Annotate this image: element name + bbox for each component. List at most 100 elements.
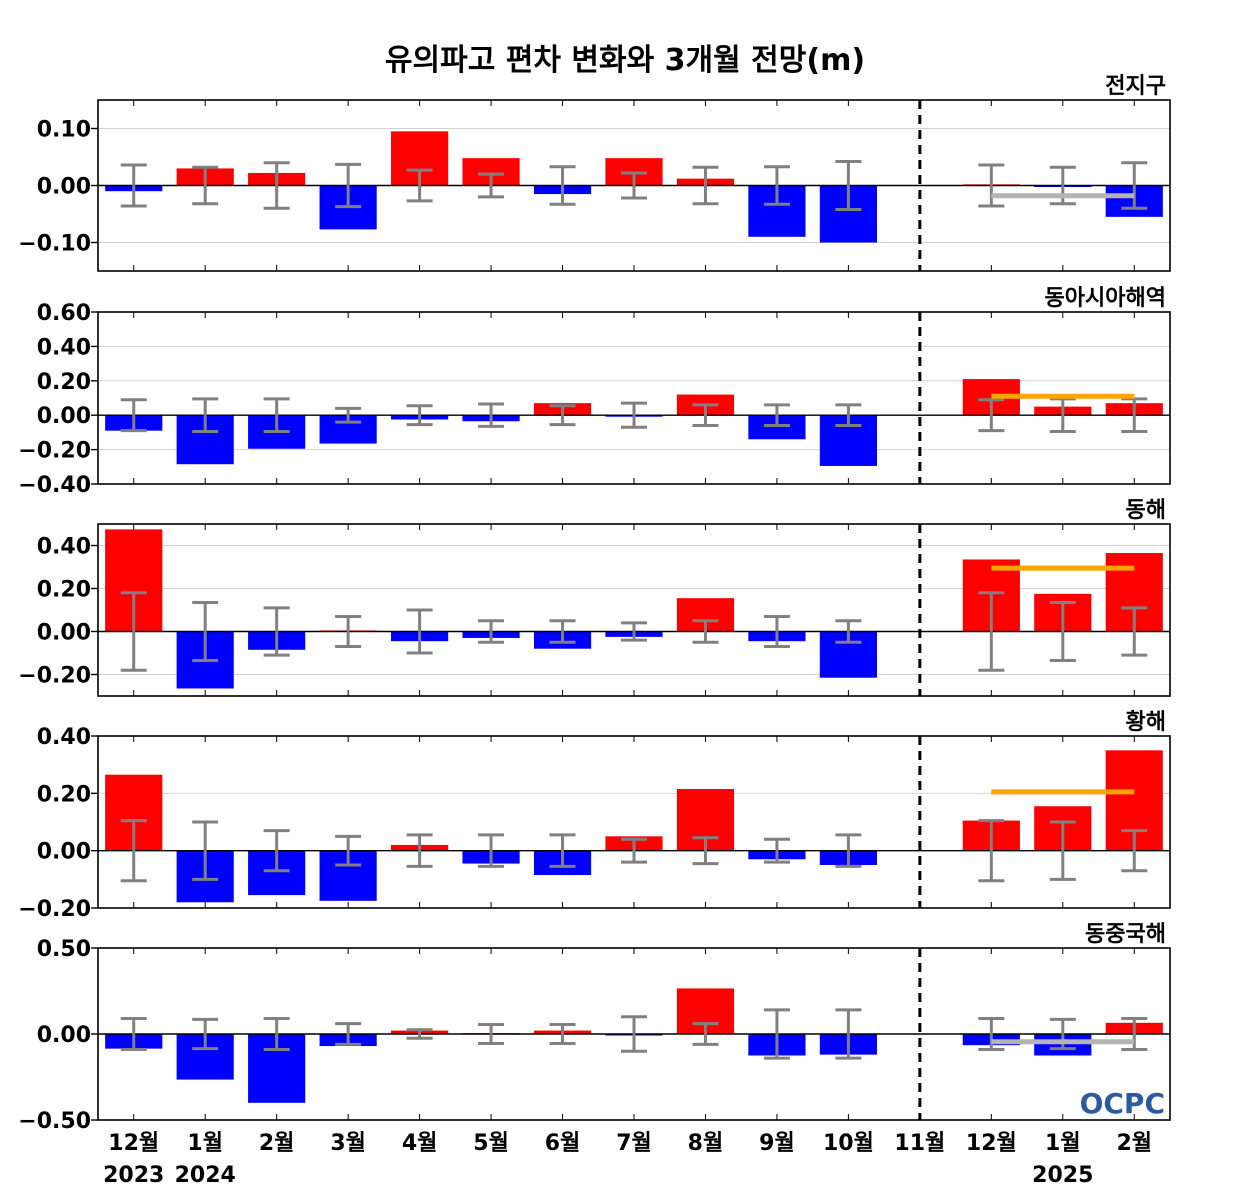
error-bar bbox=[335, 1022, 362, 1046]
error-bar bbox=[978, 1017, 1005, 1051]
y-tick-label: 0.10 bbox=[37, 118, 91, 143]
error-bar bbox=[549, 165, 576, 206]
error-bar bbox=[1121, 606, 1148, 657]
panel-frame bbox=[97, 311, 1171, 485]
error-bar bbox=[263, 606, 290, 657]
y-tick-label: −0.40 bbox=[18, 473, 91, 498]
panels: 0.10 0.00 −0.10 전지구 0.60 0.40 0.20 0.00 −0.20 −0.… bbox=[18, 74, 1171, 1134]
x-tick-label: 1월 bbox=[187, 1131, 223, 1156]
error-bar bbox=[120, 591, 147, 672]
ocpc-logo: OCPC bbox=[1080, 1087, 1165, 1120]
error-bar bbox=[192, 1017, 219, 1051]
error-bar bbox=[406, 404, 433, 427]
y-tick-label: 0.00 bbox=[37, 1023, 91, 1048]
error-bar bbox=[192, 397, 219, 434]
error-bar bbox=[478, 1023, 505, 1045]
error-bar bbox=[978, 398, 1005, 433]
x-tick-label: 2월 bbox=[259, 1131, 295, 1156]
error-bar bbox=[549, 404, 576, 427]
error-bar bbox=[692, 836, 719, 866]
error-bar bbox=[549, 833, 576, 868]
error-bar bbox=[1049, 820, 1076, 881]
error-bar bbox=[621, 171, 647, 200]
panel-frame bbox=[97, 735, 1171, 909]
x-tick-label: 4월 bbox=[402, 1131, 438, 1156]
x-tick-label: 12월 bbox=[108, 1131, 159, 1156]
y-tick-label: 0.00 bbox=[37, 404, 91, 429]
x-tick-label: 12월 bbox=[966, 1131, 1017, 1156]
y-tick-label: 0.40 bbox=[37, 725, 91, 750]
error-bar bbox=[692, 619, 719, 644]
x-tick-label: 6월 bbox=[545, 1131, 581, 1156]
panel-name: 동해 bbox=[1126, 498, 1166, 523]
error-bar bbox=[1121, 397, 1148, 434]
x-tick-label: 11월 bbox=[894, 1131, 945, 1156]
x-year-label: 2024 bbox=[175, 1163, 236, 1188]
error-bar bbox=[335, 834, 362, 867]
x-tick-label: 1월 bbox=[1045, 1131, 1081, 1156]
error-bar bbox=[621, 1015, 647, 1053]
error-bar bbox=[763, 614, 790, 649]
error-bar bbox=[192, 820, 219, 881]
y-tick-label: 0.50 bbox=[37, 937, 91, 962]
error-bar bbox=[692, 403, 719, 428]
error-bar bbox=[763, 403, 790, 428]
x-tick-label: 8월 bbox=[688, 1131, 724, 1156]
error-bar bbox=[1049, 397, 1076, 434]
error-bar bbox=[978, 819, 1005, 883]
error-bar bbox=[120, 819, 147, 883]
panel-2: 0.60 0.40 0.20 0.00 −0.20 −0.40 동아시아해역 bbox=[18, 286, 1171, 498]
error-bar bbox=[120, 398, 147, 433]
y-tick-label: −0.10 bbox=[18, 232, 91, 257]
error-bar bbox=[263, 829, 290, 873]
error-bar bbox=[263, 161, 290, 210]
panel-name: 전지구 bbox=[1105, 74, 1166, 99]
y-tick-label: −0.20 bbox=[18, 897, 91, 922]
error-bar bbox=[478, 833, 505, 868]
error-bar bbox=[406, 1028, 433, 1040]
y-tick-label: 0.20 bbox=[37, 782, 91, 807]
error-bar bbox=[120, 163, 147, 208]
error-bar bbox=[692, 165, 719, 206]
error-bar bbox=[263, 1017, 290, 1051]
y-tick-label: 0.00 bbox=[37, 621, 91, 646]
x-year-label: 2023 bbox=[103, 1163, 164, 1188]
panel-name: 동아시아해역 bbox=[1045, 286, 1166, 311]
error-bar bbox=[406, 833, 433, 868]
error-bar bbox=[835, 403, 862, 428]
x-tick-label: 9월 bbox=[759, 1131, 795, 1156]
error-bar bbox=[120, 1017, 147, 1051]
y-tick-label: −0.20 bbox=[18, 664, 91, 689]
y-tick-label: 0.00 bbox=[37, 840, 91, 865]
error-bar bbox=[978, 163, 1005, 208]
error-bar bbox=[835, 160, 862, 211]
error-bar bbox=[835, 1008, 862, 1060]
y-tick-label: 0.20 bbox=[37, 370, 91, 395]
error-bar bbox=[763, 1008, 790, 1060]
y-tick-label: 0.40 bbox=[37, 535, 91, 560]
error-bar bbox=[335, 614, 362, 649]
error-bar bbox=[192, 165, 219, 206]
error-bar bbox=[406, 608, 433, 655]
x-tick-label: 3월 bbox=[330, 1131, 366, 1156]
panel-name: 동중국해 bbox=[1085, 922, 1166, 947]
y-tick-label: 0.40 bbox=[37, 335, 91, 360]
y-tick-label: 0.00 bbox=[37, 175, 91, 200]
error-bar bbox=[621, 837, 647, 864]
panel-frame bbox=[97, 99, 1171, 272]
error-bar bbox=[263, 397, 290, 434]
x-tick-label: 2월 bbox=[1116, 1131, 1152, 1156]
error-bar bbox=[335, 406, 362, 424]
panel-name: 황해 bbox=[1126, 710, 1166, 735]
panel-5: 0.50 0.00 −0.50 동중국해 bbox=[18, 922, 1171, 1134]
y-tick-label: 0.60 bbox=[37, 301, 91, 326]
error-bar bbox=[763, 837, 790, 864]
error-bar bbox=[1121, 1017, 1148, 1051]
error-bar bbox=[978, 591, 1005, 672]
x-tick-label: 7월 bbox=[616, 1131, 652, 1156]
chart-title: 유의파고 편차 변화와 3개월 전망(m) bbox=[385, 43, 865, 78]
panel-frame bbox=[97, 523, 1171, 697]
error-bar bbox=[478, 619, 505, 644]
ocpc-logo-text: OCPC bbox=[1080, 1087, 1165, 1120]
